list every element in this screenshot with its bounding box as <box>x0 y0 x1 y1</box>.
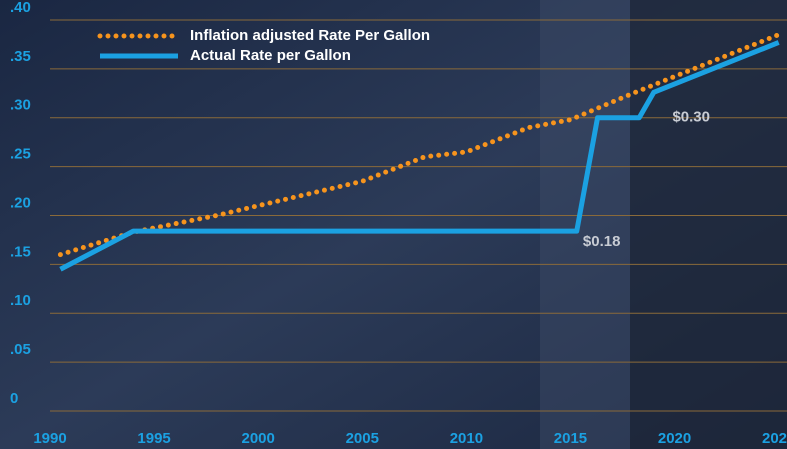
background-shape <box>540 0 630 449</box>
x-tick-label: 2020 <box>658 430 691 447</box>
y-tick-label: .15 <box>10 243 31 260</box>
y-tick-label: .10 <box>10 292 31 309</box>
x-tick-label: 2005 <box>346 430 379 447</box>
x-tick-label: 2000 <box>242 430 275 447</box>
y-tick-label: 0 <box>10 390 18 407</box>
y-tick-label: .20 <box>10 194 31 211</box>
annotation: $0.30 <box>672 109 710 126</box>
y-tick-label: .35 <box>10 48 31 65</box>
y-tick-label: .40 <box>10 0 31 16</box>
legend-label: Inflation adjusted Rate Per Gallon <box>190 27 430 44</box>
series-line <box>59 40 780 272</box>
x-tick-label: 2015 <box>554 430 587 447</box>
annotation: $0.18 <box>583 233 621 250</box>
x-tick-label: 2025 <box>762 430 787 447</box>
background-shape <box>630 0 787 449</box>
legend-label: Actual Rate per Gallon <box>190 47 351 64</box>
x-tick-label: 1995 <box>137 430 170 447</box>
x-tick-label: 2010 <box>450 430 483 447</box>
y-tick-label: .30 <box>10 97 31 114</box>
y-tick-label: .25 <box>10 146 31 163</box>
y-tick-label: .05 <box>10 341 31 358</box>
series-line <box>57 32 782 258</box>
x-tick-label: 1990 <box>33 430 66 447</box>
